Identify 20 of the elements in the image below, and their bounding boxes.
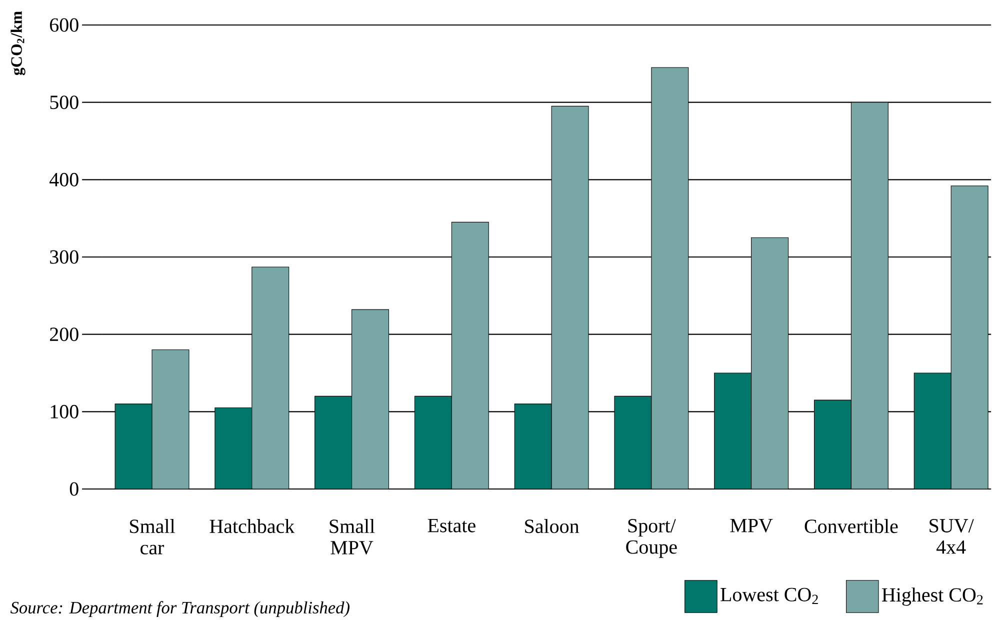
y-tick-label: 300 [50,250,78,264]
y-tick-label: 0 [70,482,78,496]
y-tick-label: 200 [50,328,78,342]
x-tick-label: MPV [730,519,773,532]
x-tick-label: Hatchback [210,519,295,534]
x-tick-label: SUV/ 4x4 [930,519,974,554]
x-tick-label: Small MPV [330,519,375,555]
y-tick-label: 400 [50,172,78,186]
x-tick-label: Estate [428,519,476,532]
legend-label: Lowest CO$_{2}$ [720,588,818,604]
legend-label: Highest CO$_{2}$ [882,588,983,606]
y-tick-label: 500 [50,96,78,110]
x-tick-label: Sport/ Coupe [626,519,677,558]
source-note: Source: Department for Transport (unpublished) [10,601,350,618]
y-axis-title: gCO$_{2}$/km [10,11,26,76]
x-tick-label: Saloon [525,519,580,534]
x-tick-label: Small car [130,519,175,554]
y-tick-label: 600 [50,18,78,32]
x-tick-label: Convertible [804,519,898,534]
y-tick-label: 100 [50,404,78,418]
